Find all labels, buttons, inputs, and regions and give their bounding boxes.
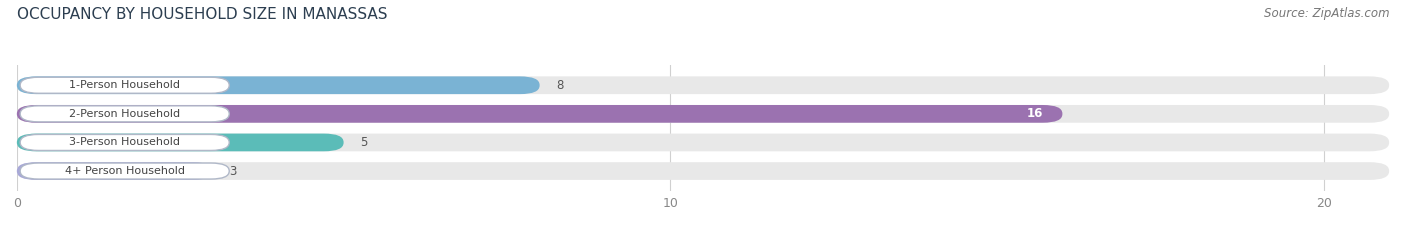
- FancyBboxPatch shape: [17, 105, 1389, 123]
- FancyBboxPatch shape: [17, 76, 1389, 94]
- FancyBboxPatch shape: [20, 77, 229, 93]
- Text: 3: 3: [229, 164, 236, 178]
- Text: 8: 8: [555, 79, 564, 92]
- FancyBboxPatch shape: [17, 162, 212, 180]
- FancyBboxPatch shape: [20, 106, 229, 122]
- FancyBboxPatch shape: [20, 163, 229, 179]
- Text: 1-Person Household: 1-Person Household: [69, 80, 180, 90]
- FancyBboxPatch shape: [20, 134, 229, 151]
- FancyBboxPatch shape: [17, 105, 1063, 123]
- FancyBboxPatch shape: [17, 162, 1389, 180]
- Text: Source: ZipAtlas.com: Source: ZipAtlas.com: [1264, 7, 1389, 20]
- FancyBboxPatch shape: [17, 76, 540, 94]
- Text: 4+ Person Household: 4+ Person Household: [65, 166, 184, 176]
- FancyBboxPatch shape: [17, 134, 343, 151]
- Text: 5: 5: [360, 136, 367, 149]
- Text: 2-Person Household: 2-Person Household: [69, 109, 180, 119]
- FancyBboxPatch shape: [17, 134, 1389, 151]
- Text: 3-Person Household: 3-Person Household: [69, 137, 180, 147]
- Text: OCCUPANCY BY HOUSEHOLD SIZE IN MANASSAS: OCCUPANCY BY HOUSEHOLD SIZE IN MANASSAS: [17, 7, 388, 22]
- Text: 16: 16: [1026, 107, 1043, 120]
